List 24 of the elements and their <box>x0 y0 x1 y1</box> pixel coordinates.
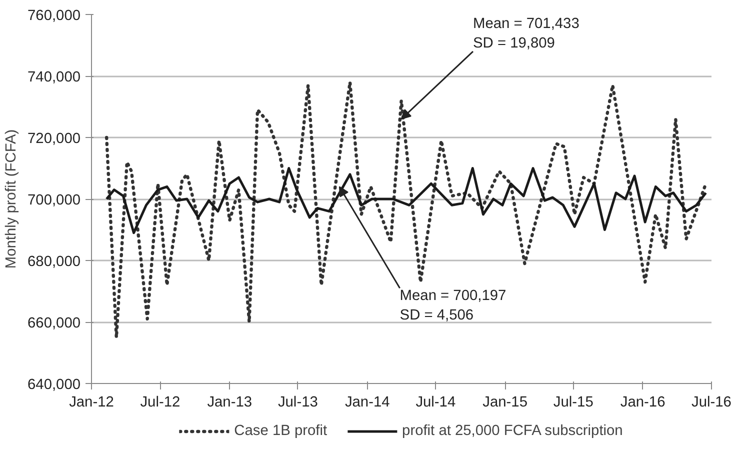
y-tick-label: 660,000 <box>28 316 81 332</box>
x-tick-label: Jul-13 <box>278 394 318 410</box>
y-tick-label: 680,000 <box>28 254 81 270</box>
x-tick-label: Jul-16 <box>692 394 732 410</box>
x-tick-label: Jan-16 <box>620 394 666 410</box>
x-tick-label: Jul-14 <box>416 394 456 410</box>
x-tick-label: Jan-13 <box>207 394 252 410</box>
line-series <box>104 80 708 339</box>
y-axis-title: Monthly profit (FCFA) <box>4 129 20 269</box>
annotation: Mean = 700,197 SD = 4,506 <box>400 288 506 324</box>
legend-label: Case 1B profit <box>234 423 328 439</box>
y-tick-label: 640,000 <box>28 377 81 393</box>
x-tick-label: Jan-15 <box>482 394 528 410</box>
x-tick-label: Jul-12 <box>140 394 180 410</box>
legend-label: profit at 25,000 FCFA subscription <box>402 423 623 439</box>
y-tick-label: 760,000 <box>28 8 81 24</box>
y-tick-label: 700,000 <box>28 192 81 208</box>
y-tick-label: 720,000 <box>28 131 81 147</box>
y-tick-label: 740,000 <box>28 70 81 86</box>
line-series <box>105 167 708 234</box>
annotation: Mean = 701,433 SD = 19,809 <box>473 16 580 52</box>
x-tick-label: Jan-14 <box>344 394 390 410</box>
x-tick-label: Jul-15 <box>553 394 594 410</box>
x-tick-label: Jan-12 <box>69 394 114 410</box>
